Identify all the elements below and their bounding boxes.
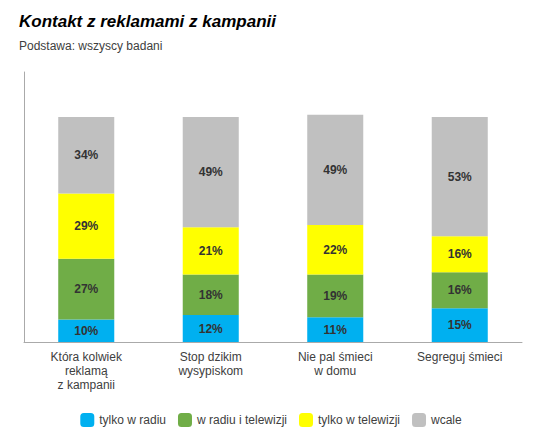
svg-text:29%: 29% [74,219,98,233]
svg-text:16%: 16% [448,247,472,261]
svg-text:16%: 16% [448,283,472,297]
svg-text:Która kolwiek: Która kolwiek [51,350,123,364]
svg-text:49%: 49% [323,163,347,177]
svg-text:tylko w telewizji: tylko w telewizji [318,413,400,427]
svg-text:z kampanii: z kampanii [58,378,115,392]
svg-text:11%: 11% [324,323,348,337]
svg-text:34%: 34% [74,148,98,162]
svg-text:18%: 18% [199,288,223,302]
svg-text:reklamą: reklamą [65,364,108,378]
svg-text:21%: 21% [199,244,223,258]
svg-text:15%: 15% [448,318,472,332]
svg-text:10%: 10% [74,324,98,338]
svg-text:w radiu i telewizji: w radiu i telewizji [196,413,287,427]
svg-text:Stop dzikim: Stop dzikim [180,350,242,364]
svg-text:22%: 22% [323,243,347,257]
svg-text:53%: 53% [448,170,472,184]
svg-text:Segreguj śmieci: Segreguj śmieci [417,350,502,364]
svg-text:Nie pal śmieci: Nie pal śmieci [298,350,373,364]
svg-text:w domu: w domu [313,364,356,378]
svg-text:Kontakt z reklamami z kampanii: Kontakt z reklamami z kampanii [19,12,277,31]
svg-text:49%: 49% [199,165,223,179]
svg-text:Podstawa: wszyscy badani: Podstawa: wszyscy badani [19,39,162,53]
svg-text:19%: 19% [323,289,347,303]
svg-text:wysypiskom: wysypiskom [177,364,243,378]
svg-text:wcale: wcale [430,413,462,427]
svg-text:27%: 27% [74,282,98,296]
svg-text:tylko w radiu: tylko w radiu [99,413,166,427]
svg-text:12%: 12% [199,322,223,336]
